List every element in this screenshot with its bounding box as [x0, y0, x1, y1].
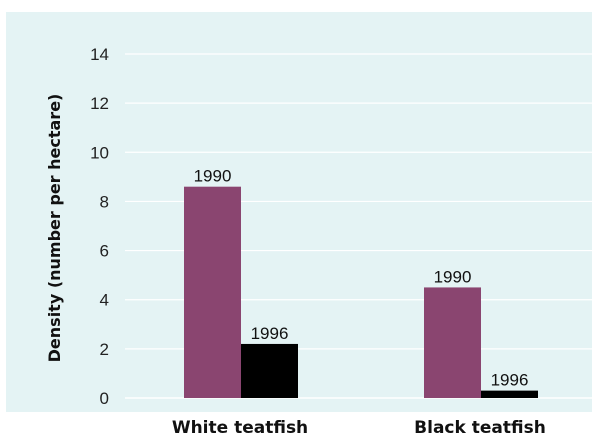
x-category-label: Black teatfish	[414, 418, 546, 438]
y-tick-label: 10	[90, 143, 109, 162]
plot-background	[6, 12, 592, 412]
y-axis-ticks: 0 2 4 6 8 10 12 14	[90, 45, 109, 408]
y-tick-label: 8	[100, 192, 109, 211]
bar	[424, 287, 481, 398]
data-labels: 1990 1990 1996 1996	[194, 167, 529, 390]
y-tick-label: 4	[100, 291, 109, 310]
bar-data-label: 1990	[194, 167, 232, 186]
x-category-label: White teatfish	[172, 418, 308, 438]
y-axis-title: Density (number per hectare)	[45, 94, 64, 363]
y-tick-label: 14	[90, 45, 109, 64]
y-tick-label: 6	[100, 242, 109, 261]
bar-data-label: 1996	[491, 371, 529, 390]
y-tick-label: 12	[90, 94, 109, 113]
bar	[481, 390, 538, 398]
x-axis-categories: White teatfish Black teatfish	[172, 418, 546, 438]
bar	[241, 343, 298, 398]
bars	[184, 186, 538, 398]
y-tick-label: 2	[100, 340, 109, 359]
y-tick-label: 0	[100, 389, 109, 408]
bar	[184, 186, 241, 398]
bar-data-label: 1996	[251, 324, 289, 343]
bar-data-label: 1990	[434, 267, 472, 286]
